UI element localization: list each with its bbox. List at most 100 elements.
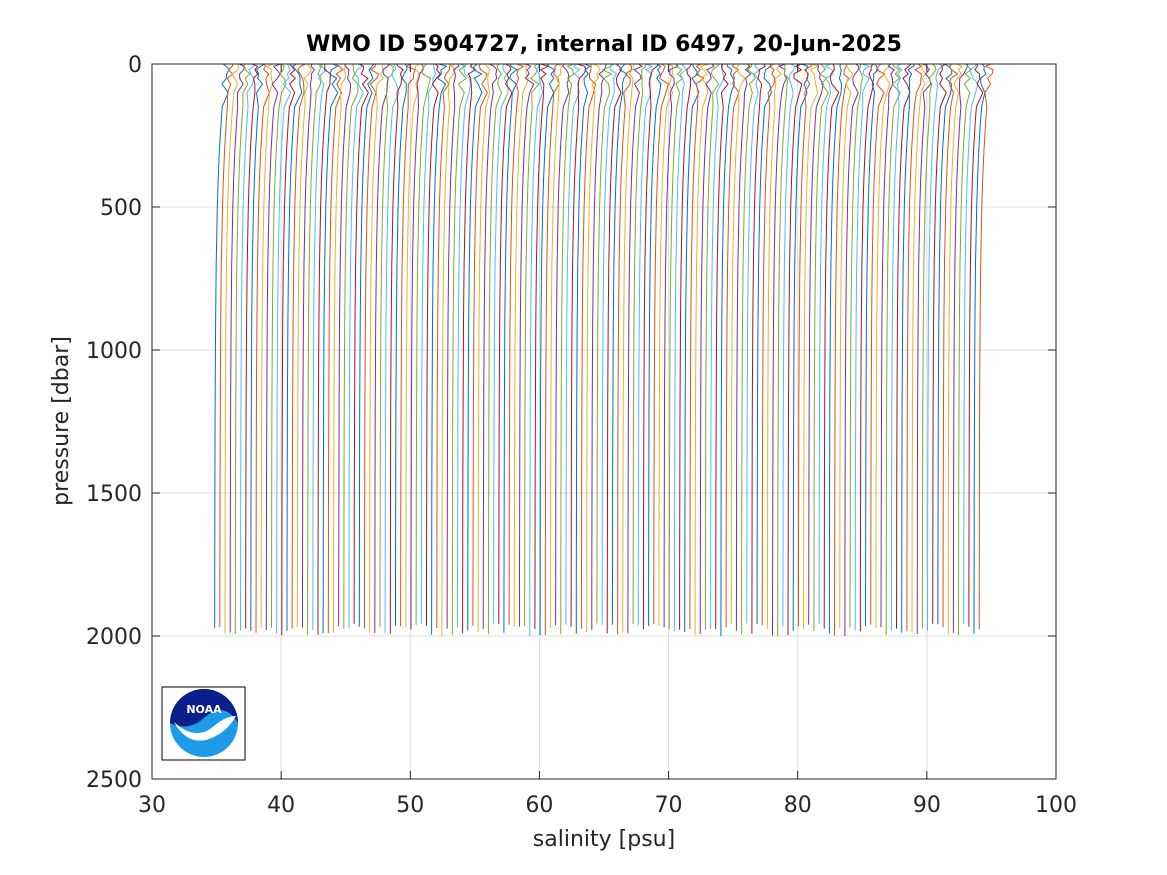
- salinity-profile: [410, 63, 424, 630]
- salinity-profile: [952, 63, 969, 633]
- salinity-profile: [229, 63, 245, 633]
- salinity-profile: [395, 63, 408, 626]
- salinity-profile: [601, 63, 618, 625]
- salinity-profile: [333, 63, 347, 633]
- x-tick-label: 70: [655, 793, 683, 818]
- salinity-profile: [374, 63, 390, 634]
- axes-box: [151, 63, 1057, 780]
- y-tick-label: 1000: [86, 339, 142, 364]
- salinity-profile: [834, 63, 850, 636]
- salinity-profile: [498, 63, 513, 624]
- salinity-profile: [426, 63, 441, 626]
- salinity-profile: [224, 63, 240, 634]
- salinity-profile: [973, 63, 987, 634]
- x-axis-label: salinity [psu]: [533, 827, 675, 852]
- y-tick-label: 0: [128, 53, 142, 78]
- salinity-profile: [865, 63, 879, 627]
- salinity-profile: [369, 63, 385, 633]
- salinity-profile: [549, 63, 563, 629]
- salinity-profile: [808, 63, 824, 625]
- salinity-profile: [839, 63, 854, 628]
- salinity-profile: [462, 63, 477, 634]
- salinity-profile: [555, 63, 570, 626]
- salinity-profile: [338, 63, 352, 627]
- salinity-profile: [271, 63, 287, 628]
- salinity-profile: [828, 63, 843, 634]
- logo-wordmark: NOAA: [186, 703, 222, 716]
- salinity-profile: [751, 63, 767, 634]
- chart-title: WMO ID 5904727, internal ID 6497, 20-Jun…: [306, 32, 902, 57]
- noaa-logo: NOAA: [161, 686, 246, 761]
- salinity-profile: [735, 63, 752, 631]
- salinity-profile: [302, 63, 315, 628]
- x-tick-label: 100: [1035, 793, 1077, 818]
- salinity-profile: [927, 63, 943, 631]
- y-tick-label: 500: [100, 196, 142, 221]
- salinity-profile: [880, 63, 896, 628]
- salinity-profile: [906, 63, 922, 632]
- x-tick-label: 50: [396, 793, 424, 818]
- salinity-profile: [513, 63, 529, 627]
- salinity-profile: [482, 63, 498, 630]
- salinity-profile: [813, 63, 829, 631]
- salinity-profile: [766, 63, 783, 629]
- salinity-profile: [668, 63, 684, 630]
- salinity-profile: [653, 63, 669, 624]
- salinity-profile: [787, 63, 803, 636]
- salinity-profile: [364, 63, 380, 629]
- salinity-profile: [245, 63, 259, 629]
- salinity-profile: [782, 63, 796, 627]
- salinity-profile: [704, 63, 720, 630]
- salinity-profile: [389, 63, 404, 634]
- salinity-profile: [890, 63, 903, 631]
- salinity-profile: [849, 63, 864, 628]
- salinity-profile: [467, 63, 483, 631]
- salinity-profile: [797, 63, 812, 627]
- salinity-profile: [446, 63, 460, 629]
- salinity-profile: [456, 63, 472, 628]
- salinity-profile: [622, 63, 635, 633]
- salinity-profile: [679, 63, 692, 630]
- salinity-profile: [534, 63, 550, 630]
- salinity-profile: [276, 63, 292, 634]
- salinity-profile: [627, 63, 643, 634]
- salinity-profile: [968, 63, 984, 627]
- salinity-profile: [730, 63, 746, 625]
- salinity-profile: [570, 63, 587, 627]
- salinity-profile: [916, 63, 932, 635]
- salinity-profile: [937, 63, 953, 625]
- salinity-profile: [240, 63, 255, 631]
- salinity-profile: [343, 63, 359, 629]
- salinity-profile: [508, 63, 525, 625]
- salinity-profile: [885, 63, 901, 635]
- salinity-profile: [431, 63, 448, 635]
- salinity-profile: [854, 63, 871, 631]
- salinity-profile: [529, 63, 544, 636]
- salinity-profile: [596, 63, 613, 624]
- salinity-profile: [978, 63, 994, 630]
- salinity-profile: [260, 63, 274, 629]
- x-tick-label: 60: [525, 793, 553, 818]
- salinity-profile: [586, 63, 601, 633]
- salinity-profile: [823, 63, 840, 629]
- salinity-profile: [725, 63, 740, 628]
- salinity-profile: [715, 63, 729, 630]
- salinity-profile: [756, 63, 772, 624]
- salinity-profile: [560, 63, 575, 635]
- salinity-profile: [477, 63, 491, 633]
- salinity-profile: [575, 63, 591, 634]
- salinity-profile: [348, 63, 364, 629]
- salinity-profile: [296, 63, 312, 628]
- salinity-profile: [358, 63, 375, 627]
- salinity-profile: [921, 63, 937, 629]
- salinity-profile: [803, 63, 819, 629]
- salinity-profile: [265, 63, 281, 631]
- y-axis-label: pressure [dbar]: [49, 336, 74, 506]
- salinity-profile: [472, 63, 488, 626]
- salinity-profile: [307, 63, 323, 635]
- salinity-profile: [493, 63, 509, 624]
- salinity-profile: [901, 63, 915, 633]
- salinity-profile: [648, 63, 662, 626]
- salinity-profile: [281, 63, 297, 636]
